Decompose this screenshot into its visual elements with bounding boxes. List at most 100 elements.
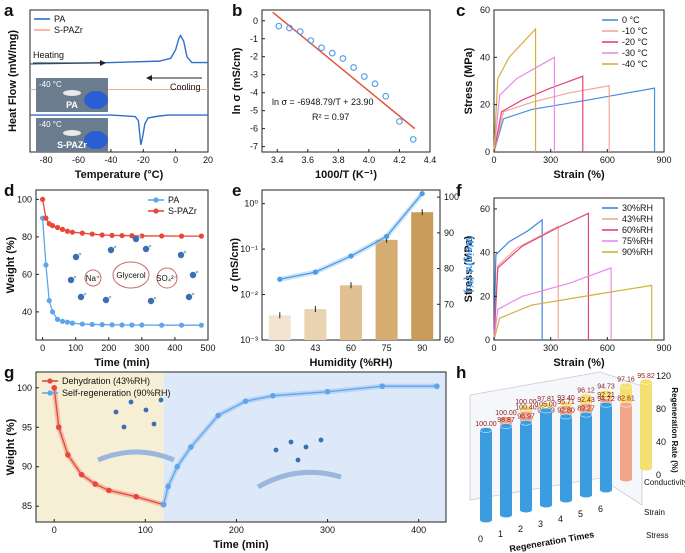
panel-letter-e: e [232, 181, 241, 200]
panel-b-point [286, 24, 293, 32]
panel-c-series-4 [493, 27, 537, 153]
panel-h-bar-top [579, 411, 593, 418]
panel-b-point [409, 136, 417, 143]
panel-f-xtick-label: 0 [491, 343, 496, 353]
panel-b-point [296, 28, 304, 35]
panel-a-photo-label: PA [66, 100, 78, 110]
panel-e-ytick-label: 10⁻¹ [240, 244, 258, 254]
panel-d-legend-0-label: PA [168, 195, 179, 205]
panel-d-water-icon [107, 246, 115, 254]
panel-h-xtick-label: 4 [558, 514, 563, 524]
panel-d-point [109, 322, 115, 328]
panel-h-value-label: 82.61 [617, 396, 635, 403]
panel-d-point [129, 233, 135, 239]
panel-d-water-h-icon [113, 245, 117, 249]
panel-letter-h: h [456, 363, 466, 382]
panel-g-legend-1-marker [47, 390, 53, 396]
panel-g-xtick-label: 200 [229, 525, 244, 535]
panel-h-bar-top [519, 410, 533, 417]
panel-a-xtick-label: -40 [104, 155, 117, 165]
panel-b-ytick-label: -5 [250, 106, 258, 116]
panel-d-point [99, 232, 105, 238]
panel-h-depth-label-0: Conductivity [644, 478, 685, 487]
panel-h-xtick-label: 6 [598, 504, 603, 514]
panel-g-xtick-label: 0 [52, 525, 57, 535]
panel-f-series-4 [493, 284, 653, 341]
panel-b-ytick-label: -2 [250, 52, 258, 62]
panel-h-bar-base [540, 502, 552, 508]
panel-d-water-icon [189, 271, 197, 279]
panel-b-point [396, 118, 403, 125]
panel-g-water-icon [318, 437, 324, 443]
panel-g-water-icon [158, 397, 164, 403]
panel-g-xtick-label: 400 [411, 525, 426, 535]
panel-f-series-3 [493, 267, 612, 341]
panel-h-value-label: 95.71 [557, 399, 575, 406]
panel-g-water-icon [273, 447, 279, 453]
panel-g-water-icon [303, 444, 309, 450]
panel-h-value-label: 95.82 [637, 373, 655, 380]
panel-d-point [198, 322, 204, 328]
panel-a-glove-icon [84, 91, 108, 109]
panel-d-point [89, 231, 95, 237]
panel-h-value-label: 100.00 [515, 399, 537, 406]
panel-e-bar [411, 212, 434, 340]
panel-h-bar-top [519, 405, 533, 411]
panel-e-bar [304, 309, 327, 340]
panel-d-glycerol-icon [112, 261, 150, 289]
panel-e-xtick-label: 43 [310, 343, 320, 353]
panel-d-point [79, 321, 85, 327]
panel-f-legend-2-label: 60%RH [622, 225, 653, 235]
panel-h-bar-base [520, 507, 532, 513]
panel-a-glove-icon [84, 131, 108, 149]
panel-h-value-label: 92.80 [557, 407, 575, 414]
panel-h-bar-top [539, 407, 553, 414]
panel-d-point [49, 309, 56, 315]
panel-f-xlabel: Strain (%) [553, 357, 605, 369]
panel-e-xtick-label: 60 [346, 343, 356, 353]
panel-a-xtick-label: -80 [40, 155, 53, 165]
panel-b-ylabel: ln σ (mS/cm) [231, 47, 243, 114]
panel-h-ztick-label: 120 [656, 371, 671, 381]
panel-h-bar-top [499, 423, 513, 429]
panel-a-heating-text: Heating [33, 50, 64, 60]
panel-d-point [54, 224, 61, 231]
panel-a: -80 -60 -40 -20 0 20 Temperature (°C) Heat Flow… [7, 9, 213, 181]
panel-g-water-icon [128, 399, 134, 405]
panel-letter-c: c [456, 1, 465, 20]
panel-b-xlabel: 1000/T (K⁻¹) [315, 169, 377, 181]
panel-b-equation: ln σ = -6948.79/T + 23.90 [272, 97, 373, 107]
panel-b-point [307, 37, 315, 44]
panel-d-point [119, 232, 125, 239]
panel-d-point [54, 316, 61, 322]
panel-d-ytick-label: 80 [22, 232, 32, 242]
panel-e-xtick-label: 75 [382, 343, 392, 353]
panel-a-xtick-label: -60 [72, 155, 85, 165]
panel-h-value-label: 94.72 [597, 396, 615, 403]
panel-b-ytick-label: -1 [250, 34, 258, 44]
panel-d-point [139, 233, 145, 239]
panel-d-point [59, 318, 66, 324]
panel-d-water-icon [147, 297, 155, 305]
panel-d-water-icon [185, 293, 193, 301]
panel-g-series-0 [53, 387, 164, 506]
panel-c-series-3 [493, 56, 556, 153]
panel-h-bar-top [619, 382, 633, 389]
panel-g-water-icon [113, 409, 119, 415]
panel-a-xtick-label: -20 [137, 155, 150, 165]
panel-g-point [92, 481, 99, 487]
panel-b-point [360, 73, 368, 80]
panel-h-ztick-label: 40 [656, 437, 666, 447]
panel-d-point [64, 228, 71, 234]
panel-d-water-icon [77, 293, 85, 301]
panel-b-point [371, 80, 379, 88]
panel-e-right-ytick-label: 90 [444, 228, 454, 238]
panel-c-series-1 [493, 85, 610, 153]
panel-h-value-label: 92.43 [577, 397, 595, 404]
panel-e-right-ytick-label: 80 [444, 264, 454, 274]
panel-g-water-icon [151, 421, 157, 427]
panel-c-xlabel: Strain (%) [553, 169, 605, 181]
panel-b-xtick-label: 4.2 [393, 155, 406, 165]
panel-b-xtick-label: 4.4 [424, 155, 437, 165]
panel-h-value-label: 92.21 [597, 392, 615, 399]
